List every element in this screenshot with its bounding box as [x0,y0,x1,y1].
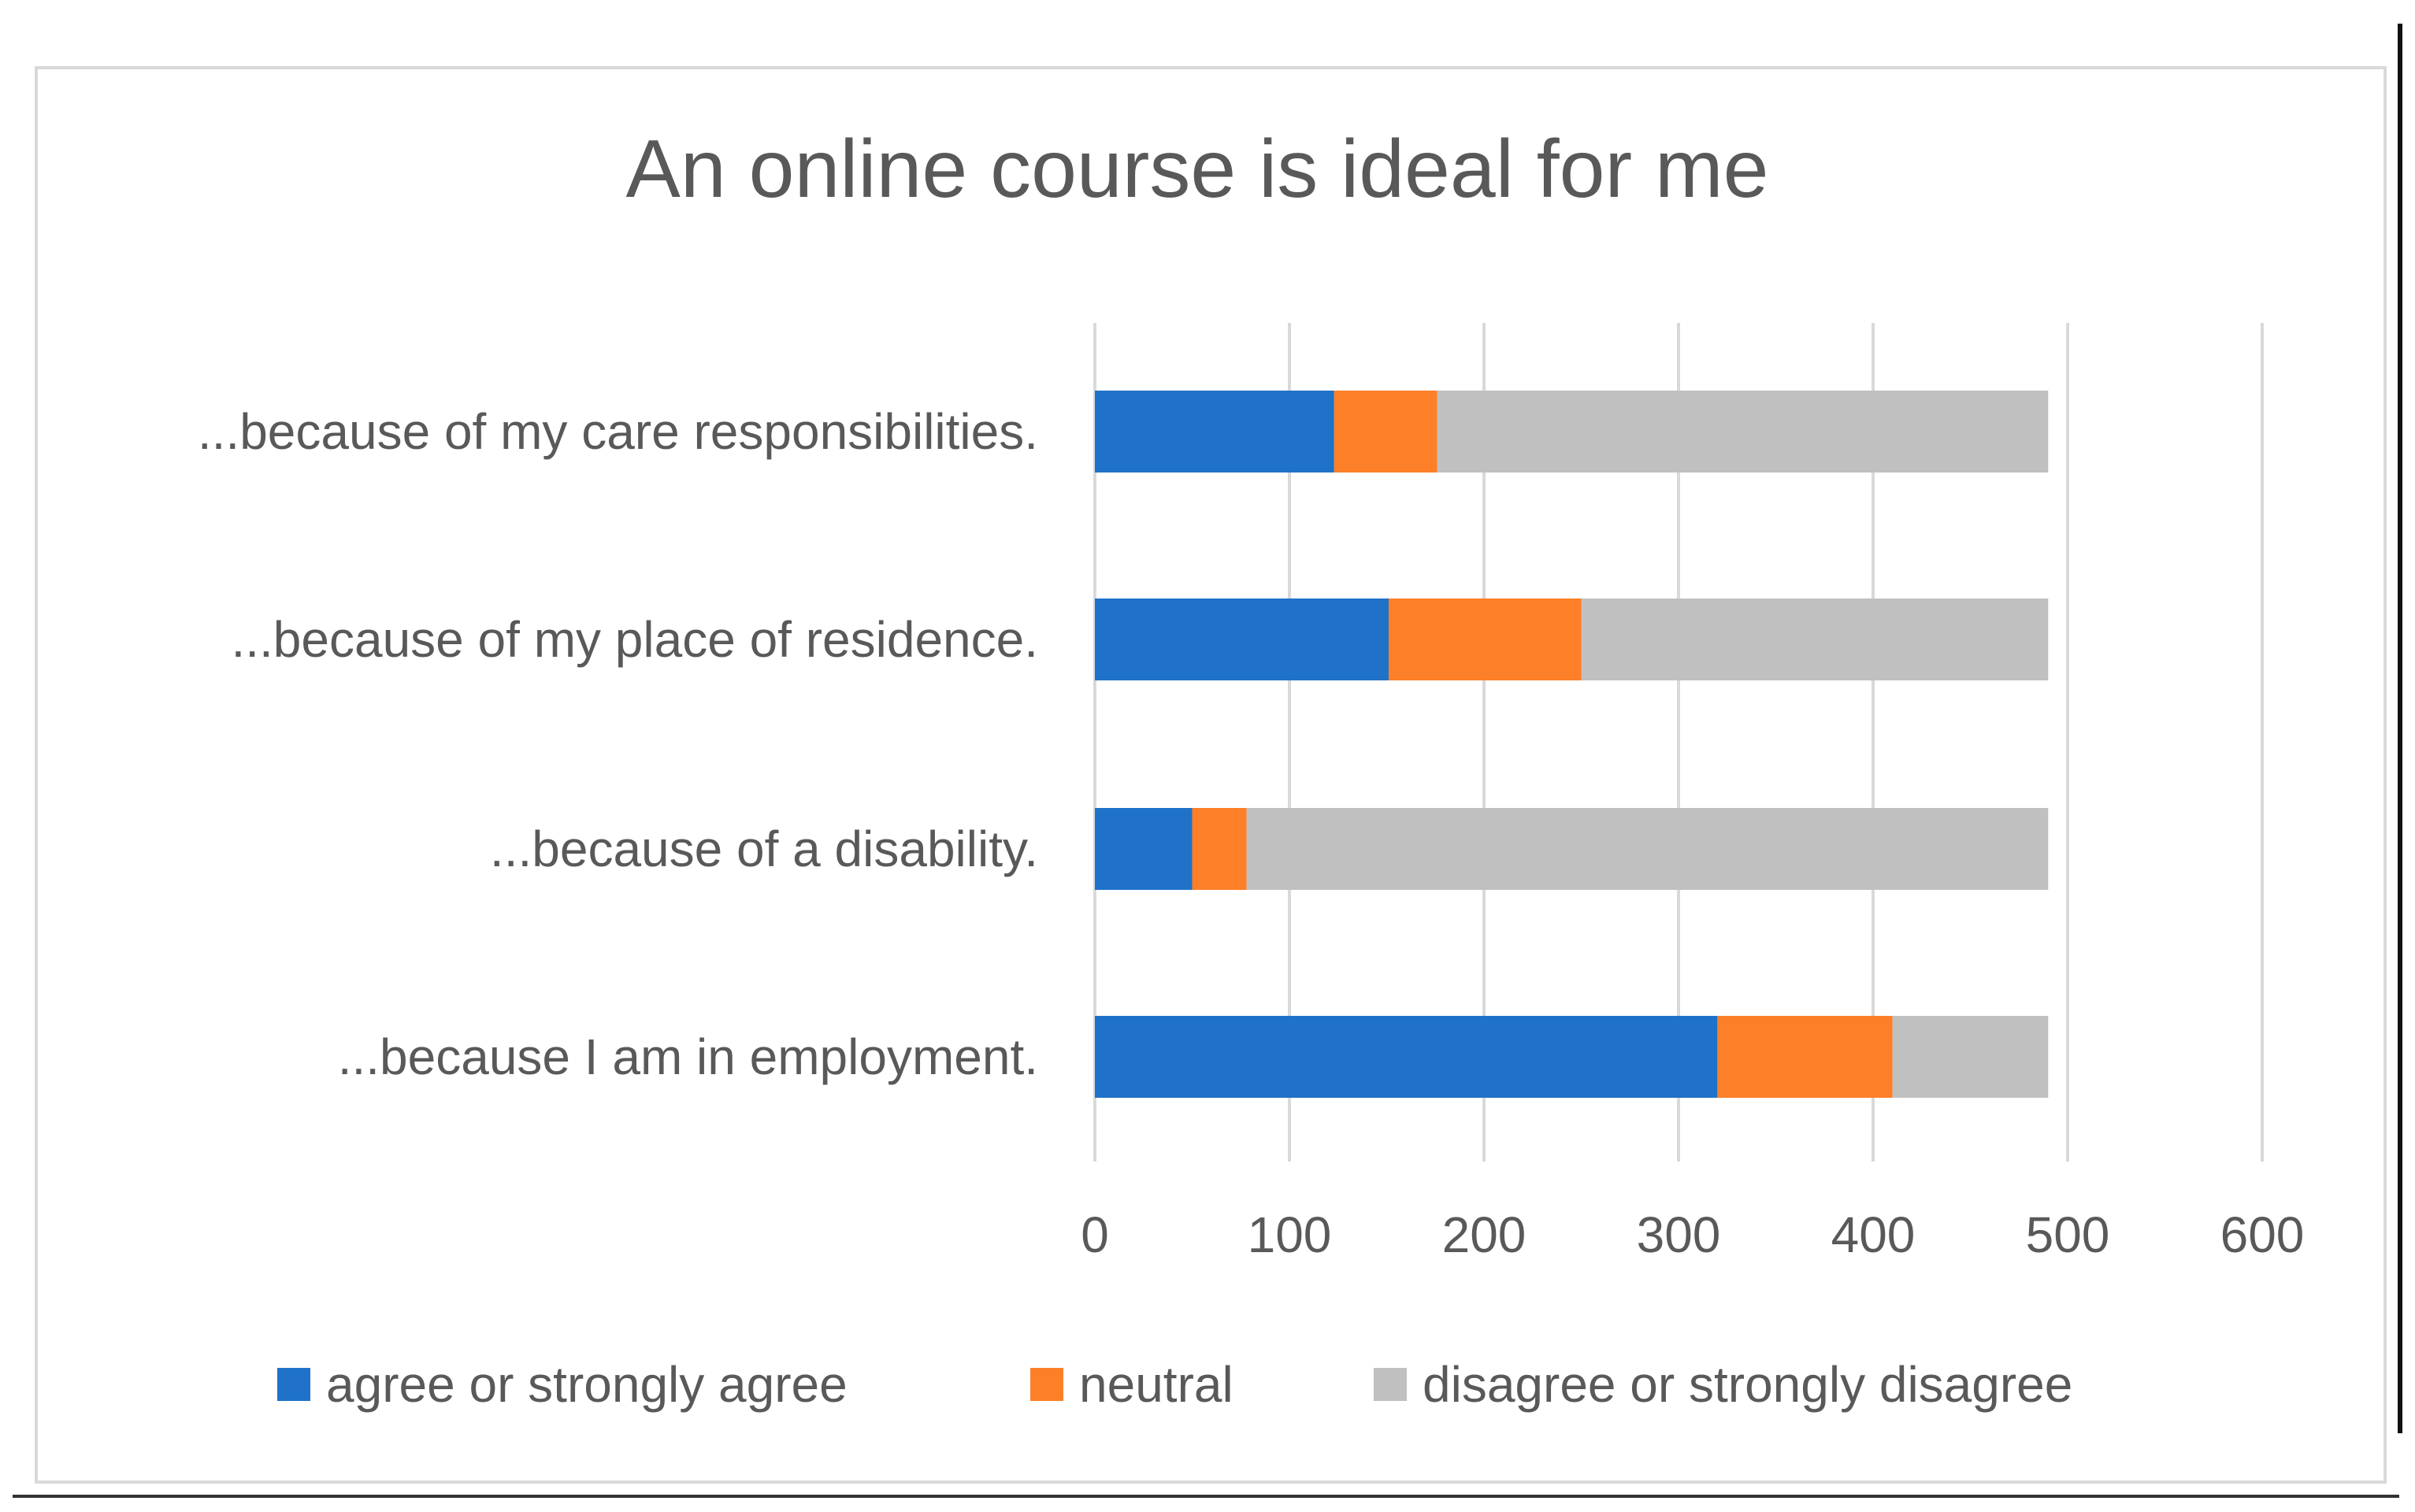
bar-segment-2-series-2 [1388,598,1582,680]
category-label-3: ...because of a disability. [490,821,1038,877]
x-tick-label-300: 300 [1637,1206,1721,1263]
x-tick-label-400: 400 [1831,1206,1916,1263]
legend-label-3: disagree or strongly disagree [1423,1356,2072,1413]
bar-segment-4-series-1 [1095,1016,1718,1098]
category-labels: ...because of my care responsibilities..… [198,403,1038,1085]
legend-label-1: agree or strongly agree [326,1356,848,1413]
legend-label-2: neutral [1079,1356,1233,1413]
bar-segment-2-series-1 [1095,598,1389,680]
x-tick-label-200: 200 [1442,1206,1527,1263]
x-tick-label-0: 0 [1081,1206,1109,1263]
bar-segment-4-series-3 [1892,1016,2049,1098]
chart-area [35,66,2387,1484]
legend-swatch-1 [277,1368,310,1401]
legend: agree or strongly agree neutral disagree o… [277,1356,2072,1413]
x-tick-label-100: 100 [1248,1206,1332,1263]
bars [1095,391,2049,1098]
bar-segment-1-series-1 [1095,391,1334,472]
x-tick-label-500: 500 [2026,1206,2110,1263]
category-label-4: ...because I am in employment. [338,1028,1038,1085]
bar-segment-1-series-2 [1334,391,1438,472]
chart-title: An online course is ideal for me [626,124,1769,215]
bar-segment-1-series-3 [1437,391,2049,472]
category-label-2: ...because of my place of residence. [231,611,1038,668]
x-axis-ticks: 0 100 200 300 400 500 600 [1081,1206,2304,1263]
page-right-rule [2398,24,2402,1433]
bar-segment-3-series-3 [1246,808,2049,890]
page-bottom-rule [13,1495,2399,1498]
legend-swatch-3 [1374,1368,1407,1401]
bar-segment-3-series-2 [1192,808,1247,890]
x-tick-label-600: 600 [2220,1206,2305,1263]
category-label-1: ...because of my care responsibilities. [198,403,1038,460]
bar-segment-2-series-3 [1581,598,2049,680]
legend-swatch-2 [1030,1368,1063,1401]
bar-segment-3-series-1 [1095,808,1193,890]
bar-segment-4-series-2 [1717,1016,1893,1098]
